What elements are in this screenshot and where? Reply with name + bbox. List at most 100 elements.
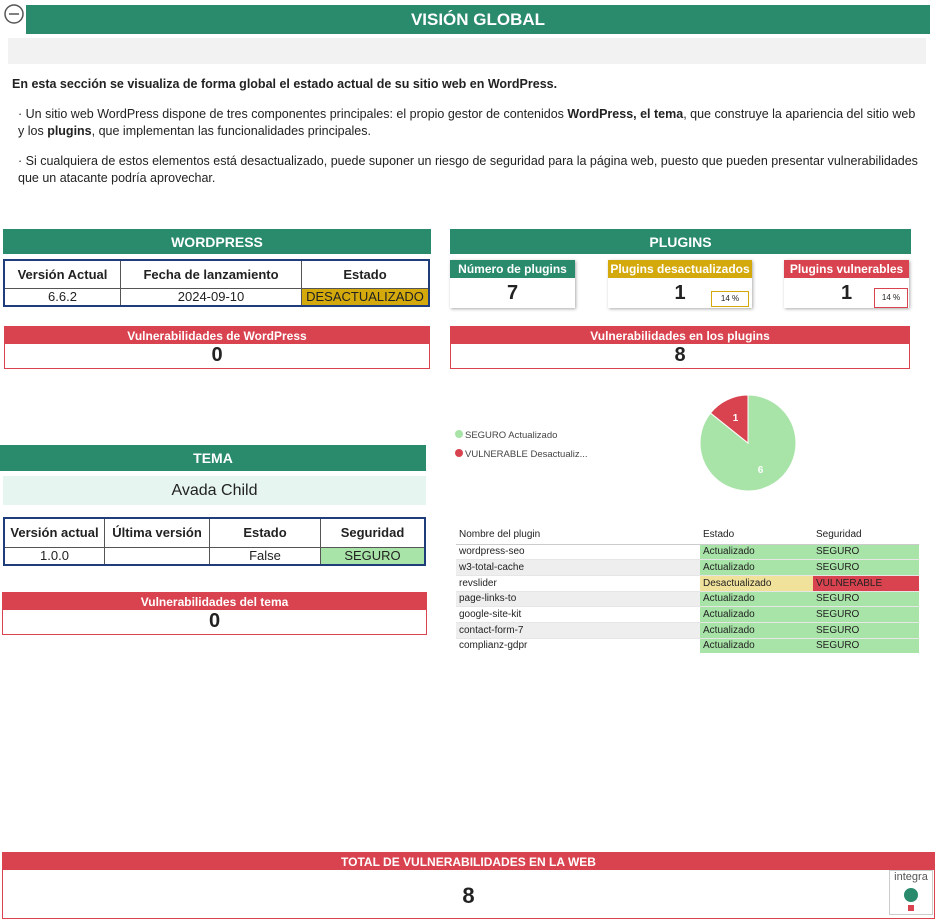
td: VULNERABLE	[813, 575, 919, 592]
td: Estado	[703, 529, 735, 541]
td: Actualizado	[700, 544, 813, 560]
td: Actualizado	[700, 638, 813, 654]
td: False	[209, 546, 321, 566]
logo-mark	[904, 888, 918, 911]
logo: integra	[889, 870, 933, 915]
slice-label: 6	[758, 465, 764, 476]
th: Estado	[209, 517, 321, 548]
label: Número de plugins	[450, 260, 575, 278]
text: plugins	[47, 124, 92, 138]
bullet: · Un sitio web WordPress dispone de tres…	[18, 107, 916, 138]
section-header: PLUGINS	[450, 229, 911, 254]
card: Plugins desactualizados 1 14 %	[608, 260, 752, 308]
intro-lead: En esta sección se visualiza de forma gl…	[12, 77, 558, 91]
td: contact-form-7	[456, 622, 700, 639]
value: 1	[674, 282, 686, 304]
slice-label: 1	[733, 413, 739, 424]
td: page-links-to	[456, 591, 700, 607]
percent: 14 %	[711, 291, 749, 307]
td: SEGURO	[813, 591, 919, 607]
td: SEGURO	[813, 544, 919, 560]
label: Plugins vulnerables	[784, 260, 909, 278]
header-row: Nombre del plugin Estado Seguridad	[456, 526, 919, 544]
text: el tema	[640, 107, 684, 121]
text: ,	[633, 107, 641, 121]
pie-chart: 6 SEGURO Actualizado 1 VULNERABLE Desactual…	[455, 394, 797, 492]
theme-name: Avada Child	[3, 476, 426, 505]
td: 6.6.2	[3, 287, 121, 307]
td: Nombre del plugin	[459, 529, 541, 541]
value: 0	[211, 344, 223, 366]
th: Última versión	[104, 517, 210, 548]
legend-dot	[455, 449, 463, 457]
th[interactable]: Estado	[301, 259, 430, 289]
section-header: WORDPRESS	[3, 229, 431, 254]
td: Actualizado	[700, 559, 813, 576]
td: SEGURO	[813, 638, 919, 654]
td: 1.0.0	[3, 546, 105, 566]
td: SEGURO	[320, 546, 426, 566]
th[interactable]: Seguridad	[320, 517, 426, 548]
td: complianz-gdpr	[459, 640, 528, 652]
row: google-site-kit Actualizado SEGURO	[456, 606, 919, 623]
text: Si cualquiera de estos elementos está de…	[18, 154, 918, 185]
filter-bar	[8, 38, 926, 64]
value: 8	[462, 883, 475, 908]
legend-label: SEGURO Actualizado	[465, 430, 557, 441]
section-header: TEMA	[0, 445, 426, 471]
td: google-site-kit	[459, 609, 522, 621]
label: Plugins desactualizados	[608, 260, 752, 278]
plugins-vuln: Vulnerabilidades en los plugins 8	[450, 326, 910, 369]
total-vuln: TOTAL DE VULNERABILIDADES EN LA WEB 8	[2, 852, 935, 919]
row: revslider Desactualizado VULNERABLE	[456, 575, 919, 592]
percent: 14 %	[874, 288, 908, 308]
label: TOTAL DE VULNERABILIDADES EN LA WEB	[3, 853, 934, 870]
wp-table: Versión Actual Fecha de lanzamiento Estado…	[3, 259, 430, 307]
bullet: · Si cualquiera de estos elementos está …	[18, 154, 918, 185]
pie-slice	[709, 394, 749, 445]
label: Vulnerabilidades del tema	[3, 593, 426, 610]
row: contact-form-7 Actualizado SEGURO	[456, 622, 919, 639]
legend-label: VULNERABLE Desactualiz...	[465, 449, 588, 460]
row: complianz-gdpr Actualizado SEGURO	[456, 638, 919, 654]
value: 7	[506, 282, 519, 304]
td: SEGURO	[813, 559, 919, 576]
td: Actualizado	[700, 591, 813, 607]
td: 2024-09-10	[120, 287, 302, 307]
text: Un sitio web WordPress dispone de tres c…	[25, 107, 568, 121]
value: 8	[674, 344, 686, 366]
theme-vuln: Vulnerabilidades del tema 0	[2, 592, 427, 635]
th: Versión actual	[3, 517, 105, 548]
logo-text: integra	[894, 871, 928, 883]
th: Fecha de lanzamiento	[120, 259, 302, 289]
theme-table: Versión actual Última versión Estado Seguri…	[3, 517, 426, 566]
table: Nombre del plugin Estado Seguridad wordpres…	[456, 526, 919, 654]
text: , que construye la apariencia del sitio …	[18, 107, 916, 138]
row: wordpress-seo Actualizado SEGURO	[456, 544, 919, 560]
value: 0	[208, 610, 221, 632]
plugin-table: Nombre del plugin Estado Seguridad wordpres…	[456, 526, 919, 654]
row: page-links-to Actualizado SEGURO	[456, 591, 919, 607]
td: SEGURO	[813, 606, 919, 623]
td: SEGURO	[813, 622, 919, 639]
card: Número de plugins 7	[450, 260, 575, 308]
td: revslider	[459, 577, 497, 589]
legend-dot	[455, 430, 463, 438]
row: w3-total-cache Actualizado SEGURO	[456, 559, 919, 576]
card: Plugins vulnerables 1 14 %	[784, 260, 909, 308]
td: Desactualizado	[700, 575, 813, 592]
td: Actualizado	[700, 606, 813, 623]
th: Versión Actual	[3, 259, 121, 289]
label: Vulnerabilidades de WordPress	[5, 327, 429, 344]
td: DESACTUALIZADO	[301, 287, 430, 307]
td: Seguridad	[816, 529, 862, 541]
wp-vuln: Vulnerabilidades de WordPress 0	[4, 326, 430, 369]
td	[104, 546, 210, 566]
text: WordPress	[567, 107, 634, 121]
td: w3-total-cache	[456, 559, 700, 576]
text: , que implementan las funcionalidades pr…	[91, 124, 371, 138]
td: wordpress-seo	[459, 546, 525, 558]
value: 1	[840, 282, 853, 304]
back-icon[interactable]	[3, 3, 25, 25]
